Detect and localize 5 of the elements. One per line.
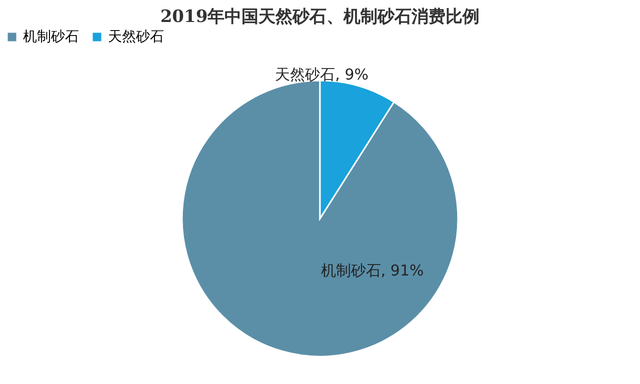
- data-label: 天然砂石, 9%: [275, 65, 369, 84]
- chart-title: 2019年中国天然砂石、机制砂石消费比例: [160, 7, 480, 27]
- legend-label: 机制砂石: [23, 29, 79, 45]
- legend-label: 天然砂石: [108, 29, 164, 45]
- data-label: 机制砂石, 91%: [320, 261, 424, 280]
